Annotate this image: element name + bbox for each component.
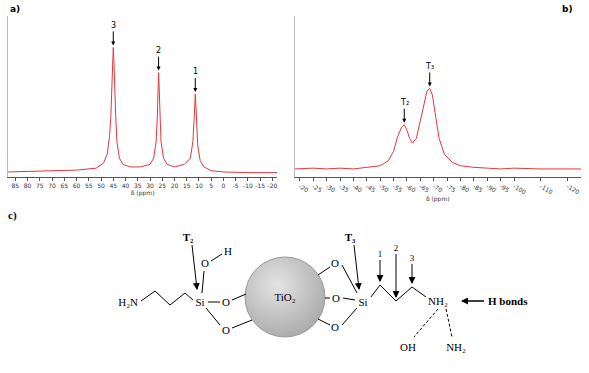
svg-text:O: O bbox=[331, 257, 339, 269]
svg-text:Si: Si bbox=[358, 296, 367, 308]
svg-text:-70: -70 bbox=[432, 183, 444, 194]
svg-text:H bonds: H bonds bbox=[488, 295, 528, 307]
svg-text:0: 0 bbox=[222, 182, 226, 189]
svg-text:δ (ppm): δ (ppm) bbox=[426, 195, 450, 203]
svg-text:2: 2 bbox=[156, 46, 161, 55]
svg-text:-35: -35 bbox=[338, 183, 350, 194]
svg-text:NH₂: NH₂ bbox=[446, 341, 466, 353]
svg-text:-45: -45 bbox=[365, 183, 377, 194]
svg-text:δ (ppm): δ (ppm) bbox=[131, 189, 155, 197]
svg-text:40: 40 bbox=[122, 182, 130, 189]
svg-text:O: O bbox=[222, 296, 230, 308]
svg-text:3: 3 bbox=[111, 21, 116, 30]
svg-text:45: 45 bbox=[109, 182, 117, 189]
svg-text:-50: -50 bbox=[378, 183, 390, 194]
svg-text:25: 25 bbox=[158, 182, 166, 189]
svg-text:2: 2 bbox=[394, 243, 399, 253]
svg-text:-20: -20 bbox=[298, 183, 310, 194]
svg-text:-5: -5 bbox=[233, 182, 239, 189]
svg-text:85: 85 bbox=[12, 182, 20, 189]
svg-text:O: O bbox=[332, 292, 340, 304]
svg-text:55: 55 bbox=[85, 182, 93, 189]
svg-text:O: O bbox=[331, 321, 339, 333]
svg-text:-20: -20 bbox=[268, 182, 278, 189]
svg-text:NH₂: NH₂ bbox=[428, 295, 448, 307]
svg-text:H: H bbox=[224, 245, 232, 257]
svg-text:-120: -120 bbox=[566, 183, 581, 196]
svg-text:c): c) bbox=[8, 209, 17, 222]
svg-text:T₂: T₂ bbox=[183, 231, 194, 243]
svg-text:-15: -15 bbox=[255, 182, 265, 189]
svg-text:-55: -55 bbox=[392, 183, 404, 194]
svg-text:70: 70 bbox=[48, 182, 56, 189]
svg-text:-40: -40 bbox=[351, 183, 363, 194]
svg-text:T₃: T₃ bbox=[425, 62, 434, 71]
svg-text:TiO₂: TiO₂ bbox=[274, 291, 295, 303]
svg-text:O: O bbox=[222, 324, 230, 336]
svg-text:O: O bbox=[201, 257, 209, 269]
svg-text:T₂: T₂ bbox=[400, 98, 409, 107]
svg-text:3: 3 bbox=[410, 253, 415, 263]
svg-text:OH: OH bbox=[400, 341, 416, 353]
svg-text:a): a) bbox=[10, 4, 20, 14]
svg-text:-90: -90 bbox=[485, 183, 497, 194]
svg-text:-25: -25 bbox=[311, 183, 323, 194]
svg-text:b): b) bbox=[562, 4, 573, 14]
svg-text:-95: -95 bbox=[499, 183, 511, 194]
svg-text:15: 15 bbox=[183, 182, 191, 189]
svg-text:65: 65 bbox=[60, 182, 68, 189]
svg-text:-30: -30 bbox=[325, 183, 337, 194]
svg-text:-100: -100 bbox=[512, 183, 527, 196]
svg-text:-75: -75 bbox=[445, 183, 457, 194]
svg-text:60: 60 bbox=[73, 182, 81, 189]
svg-text:T₃: T₃ bbox=[345, 231, 356, 243]
svg-text:-110: -110 bbox=[539, 183, 554, 196]
svg-text:1: 1 bbox=[378, 249, 383, 259]
svg-text:-85: -85 bbox=[472, 183, 484, 194]
svg-text:-80: -80 bbox=[459, 183, 471, 194]
svg-text:1: 1 bbox=[193, 67, 198, 76]
svg-text:-10: -10 bbox=[243, 182, 253, 189]
svg-text:80: 80 bbox=[24, 182, 32, 189]
svg-text:-60: -60 bbox=[405, 183, 417, 194]
svg-text:Si: Si bbox=[195, 296, 204, 308]
svg-text:20: 20 bbox=[171, 182, 179, 189]
svg-text:10: 10 bbox=[195, 182, 203, 189]
svg-text:5: 5 bbox=[209, 182, 213, 189]
svg-text:50: 50 bbox=[97, 182, 105, 189]
svg-text:30: 30 bbox=[146, 182, 154, 189]
svg-text:35: 35 bbox=[134, 182, 142, 189]
svg-text:75: 75 bbox=[36, 182, 44, 189]
svg-text:H₂N: H₂N bbox=[118, 296, 138, 308]
svg-text:-65: -65 bbox=[418, 183, 430, 194]
